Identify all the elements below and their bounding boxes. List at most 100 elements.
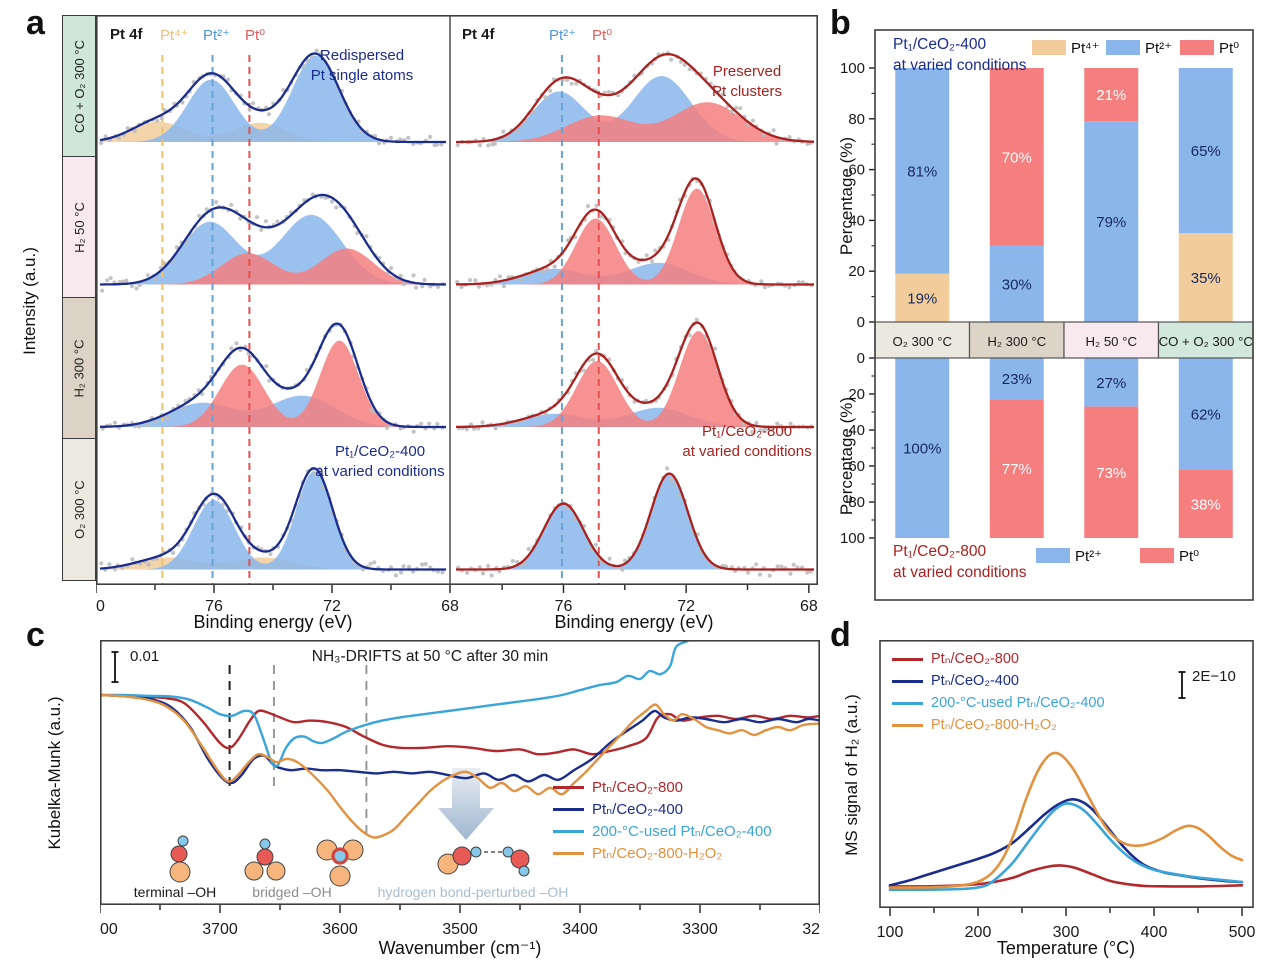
species-label-pt0: Pt⁰	[245, 27, 266, 44]
annotation-preserved: Preserved Pt clusters	[647, 62, 847, 102]
condition-strip: CO + O₂ 300 °C	[62, 15, 96, 158]
fitted-component-Pt²⁺	[100, 55, 446, 142]
fitted-component-Pt²⁺	[456, 262, 814, 285]
plot-frame	[879, 640, 1254, 908]
scale-bar-value-c: 0.01	[130, 648, 160, 665]
envelope-curve	[456, 53, 814, 144]
y-tick-label: 80	[848, 111, 865, 128]
annotation-line: Redispersed	[319, 47, 405, 64]
binding-energy-label-right: Binding energy (eV)	[554, 612, 714, 632]
bar-segment-Pt⁴⁺	[1178, 233, 1233, 322]
bar-segment-Pt²⁺	[1178, 358, 1233, 470]
bar-segment-label: 35%	[1191, 270, 1221, 287]
legend-line-swatch	[553, 851, 584, 855]
condition-strip-label: O₂ 300 °C	[71, 480, 87, 539]
xps-spectrum-row	[100, 55, 446, 142]
drifts-plot: 3800 3700 3600 3500 3400 3300 3200	[100, 640, 820, 938]
x-tick-label: 200	[965, 924, 992, 941]
x-tick-label: 72	[323, 598, 341, 615]
bar-segment-Pt⁰	[1084, 68, 1139, 122]
series-curve	[101, 641, 689, 768]
y-tick-label: 40	[848, 422, 865, 439]
condition-strips: CO + O₂ 300 °C H₂ 50 °C H₂ 300 °C O₂ 300 °C	[62, 15, 96, 581]
legend-label: Ptₙ/CeO₂-800	[931, 651, 1019, 667]
caption-line: at varied conditions	[315, 463, 445, 480]
y-tick-label: 20	[848, 386, 865, 403]
xps-spectrum-row	[100, 471, 446, 570]
x-tick-label: 3500	[442, 921, 478, 938]
species-label-pt2-right: Pt²⁺	[549, 27, 577, 44]
legend-item: Ptₙ/CeO₂-400	[892, 670, 1105, 692]
legend-swatch-Pt⁴⁺	[1032, 40, 1066, 55]
legend-item: Ptₙ/CeO₂-800-H₂O₂	[553, 842, 772, 864]
caption-pt1-ceo2-400: Pt₁/CeO₂-400 at varied conditions	[280, 442, 480, 482]
hbond-oh-label: hydrogen bond-perturbed –OH	[377, 884, 569, 900]
caption-line: Pt₁/CeO₂-800	[893, 543, 987, 560]
caption-line: at varied conditions	[682, 443, 812, 460]
terminal-oh-molecule	[169, 835, 191, 883]
envelope-curve	[456, 177, 814, 286]
caption-pt1-ceo2-800: Pt₁/CeO₂-800 at varied conditions	[647, 422, 847, 462]
legend-label: 200-°C-used Ptₙ/CeO₂-400	[931, 695, 1105, 711]
series-curve	[888, 751, 1244, 889]
annotation-line: Preserved	[712, 63, 782, 80]
bar-caption-800: Pt₁/CeO₂-800 at varied conditions	[893, 541, 1027, 583]
bridged-oh-label: bridged –OH	[252, 884, 332, 900]
envelope-curve	[456, 321, 814, 429]
legend-label: Ptₙ/CeO₂-800	[592, 779, 684, 796]
x-tick-label: 76	[205, 598, 223, 615]
legend-item: 200-°C-used Ptₙ/CeO₂-400	[553, 820, 772, 842]
fitted-component-Pt²⁺	[100, 471, 446, 570]
h2-tpr-plot: 100 200 300 400 500	[877, 640, 1256, 941]
drifts-title: NH₃-DRIFTS at 50 °C after 30 min	[311, 648, 549, 665]
bar-segment-Pt²⁺	[989, 358, 1044, 400]
species-label-pt4: Pt⁴⁺	[160, 27, 189, 44]
bar-segment-label: 19%	[907, 290, 937, 307]
terminal-oh-label: terminal –OH	[133, 884, 217, 900]
fitted-component-Pt⁰	[100, 340, 446, 427]
xps-spectrum-row	[456, 331, 814, 427]
x-tick-label: 300	[1053, 924, 1080, 941]
legend-line-swatch	[553, 829, 584, 833]
condition-strip-label: H₂ 300 °C	[71, 339, 87, 398]
legend-label: Ptₙ/CeO₂-800-H₂O₂	[931, 717, 1057, 733]
category-label: H₂ 300 °C	[987, 334, 1046, 349]
legend-label: Ptₙ/CeO₂-400	[592, 801, 684, 818]
x-tick-label: 3600	[322, 921, 358, 938]
envelope-curve	[100, 322, 446, 429]
legend-swatch-Pt²⁺	[1036, 548, 1070, 563]
bar-segment-label: 23%	[1002, 371, 1032, 388]
scale-bar-value-d: 2E−10	[1192, 668, 1236, 685]
binding-energy-label-left: Binding energy (eV)	[193, 612, 353, 632]
tpr-legend: Ptₙ/CeO₂-800 Ptₙ/CeO₂-400 200-°C-used Ptₙ/…	[892, 648, 1105, 736]
bar-segment-Pt⁰	[1084, 406, 1139, 538]
caption-line: Pt₁/CeO₂-800	[701, 423, 793, 440]
bar-segment-label: 70%	[1002, 149, 1032, 166]
stacked-bar-chart: 19% 81% 30% 70% 79% 21% 35% 65% 100% 23% 77% 27% 73%…	[840, 29, 1254, 601]
down-arrow	[438, 768, 494, 840]
legend-item: Ptₙ/CeO₂-800	[553, 776, 772, 798]
legend-label: Pt⁴⁺	[1071, 40, 1100, 57]
legend-label: Pt⁰	[1179, 548, 1199, 565]
annotation-line: Pt single atoms	[310, 67, 414, 84]
bar-segment-label: 21%	[1096, 87, 1126, 104]
legend-line-swatch	[553, 785, 584, 789]
envelope-curve	[99, 467, 446, 571]
bar-segment-Pt⁰	[989, 399, 1044, 538]
xps-plot: 80 76 72 68 76 72 68	[96, 15, 818, 615]
category-cell	[1157, 321, 1254, 359]
fitted-component-Pt²⁺	[456, 76, 814, 142]
category-cell	[1063, 321, 1160, 359]
fitted-component-Pt⁰	[100, 248, 446, 285]
legend-label: Pt²⁺	[1145, 40, 1172, 57]
xps-spectrum-row	[456, 76, 814, 142]
y-tick-label: 100	[840, 530, 865, 547]
x-tick-label: 500	[1229, 924, 1256, 941]
bar-segment-Pt²⁺	[1084, 121, 1139, 322]
bar-segment-Pt²⁺	[1178, 68, 1233, 234]
annotation-line: Pt clusters	[711, 83, 783, 100]
category-cell	[968, 321, 1065, 359]
x-tick-label: 80	[96, 598, 105, 615]
bar-segment-label: 79%	[1096, 214, 1126, 231]
